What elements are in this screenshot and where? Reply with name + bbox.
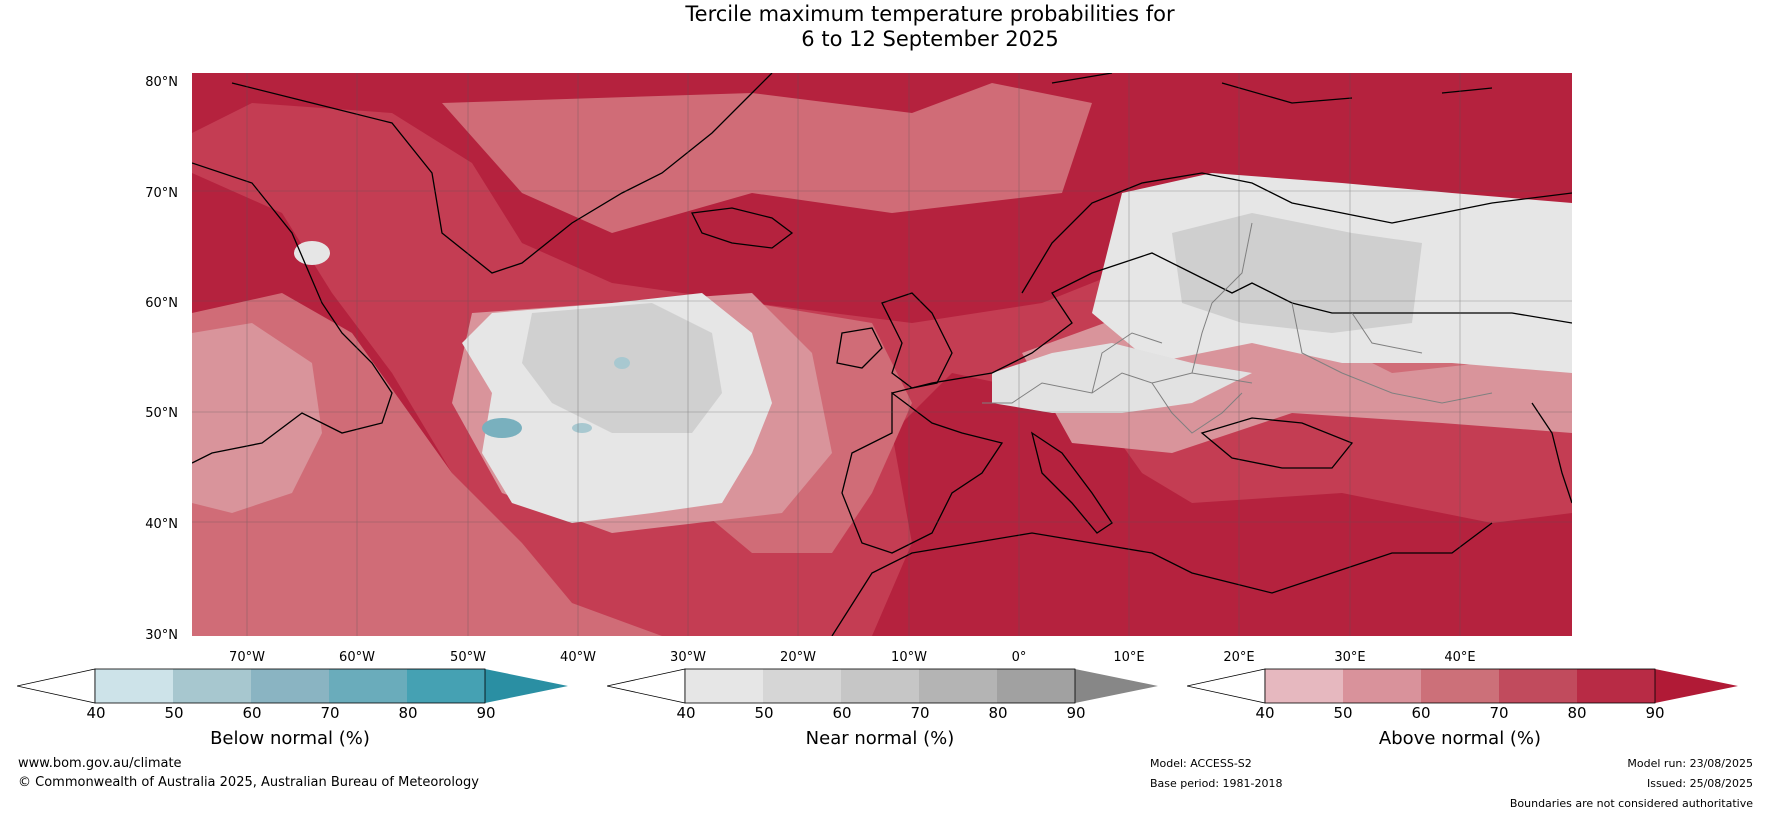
below-tick-50: 50 (164, 704, 184, 722)
above-tick-90: 90 (1645, 704, 1665, 722)
chart-title: Tercile maximum temperature probabilitie… (0, 2, 1770, 52)
colorbar-below-box-1 (95, 669, 173, 703)
colorbar-above-title: Above normal (%) (1378, 728, 1542, 749)
copyright-text: © Commonwealth of Australia 2025, Austra… (18, 775, 479, 790)
below-tick-80: 80 (398, 704, 418, 722)
colorbar-below-box-2 (173, 669, 251, 703)
lon-label-20w: 20°W (780, 650, 816, 665)
above-tick-60: 60 (1411, 704, 1431, 722)
near-tick-80: 80 (988, 704, 1008, 722)
colorbar-below-box-5 (407, 669, 485, 703)
colorbar-above-box-5 (1577, 669, 1655, 703)
lon-label-30w: 30°W (670, 650, 706, 665)
near-tick-60: 60 (832, 704, 852, 722)
lon-label-60w: 60°W (339, 650, 375, 665)
model-run-date: Model run: 23/08/2025 (1627, 757, 1753, 770)
base-period: Base period: 1981-2018 (1150, 777, 1283, 790)
zone-near-spot-baffin (294, 241, 330, 265)
near-tick-50: 50 (754, 704, 774, 722)
colorbar-below-title: Below normal (%) (210, 728, 370, 749)
colorbar-near-box-2 (763, 669, 841, 703)
lat-label-30n: 30°N (145, 628, 178, 643)
colorbar-above-box-3 (1421, 669, 1499, 703)
lon-label-40e: 40°E (1444, 650, 1476, 665)
colorbar-near-box-5 (997, 669, 1075, 703)
lon-label-30e: 30°E (1334, 650, 1366, 665)
colorbar-above-box-4 (1499, 669, 1577, 703)
colorbar-near-svg (607, 668, 1158, 704)
colorbar-near-high-arrow (1075, 669, 1158, 703)
zone-near-60-europe (1172, 213, 1422, 333)
colorbar-above-svg (1187, 668, 1738, 704)
lat-label-70n: 70°N (145, 186, 178, 201)
below-tick-40: 40 (86, 704, 106, 722)
lat-label-40n: 40°N (145, 517, 178, 532)
colorbar-below-box-4 (329, 669, 407, 703)
below-tick-60: 60 (242, 704, 262, 722)
website-link[interactable]: www.bom.gov.au/climate (18, 756, 182, 771)
lon-label-0: 0° (1011, 650, 1027, 665)
zone-below-spot-1 (482, 418, 522, 438)
title-line-1: Tercile maximum temperature probabilitie… (685, 2, 1175, 26)
colorbar-near-box-1 (685, 669, 763, 703)
boundaries-disclaimer: Boundaries are not considered authoritat… (1509, 797, 1753, 810)
near-tick-40: 40 (676, 704, 696, 722)
model-name: Model: ACCESS-S2 (1150, 757, 1252, 770)
colorbar-above-box-1 (1265, 669, 1343, 703)
above-tick-50: 50 (1333, 704, 1353, 722)
colorbar-near-low-arrow (607, 668, 686, 704)
lon-label-20e: 20°E (1223, 650, 1255, 665)
colorbar-below-box-3 (251, 669, 329, 703)
near-tick-70: 70 (910, 704, 930, 722)
zone-below-spot-2 (614, 357, 630, 369)
lat-label-60n: 60°N (145, 296, 178, 311)
lon-label-10e: 10°E (1113, 650, 1145, 665)
near-tick-90: 90 (1066, 704, 1086, 722)
colorbar-below-high-arrow (485, 669, 568, 703)
colorbar-below-low-arrow (17, 668, 96, 704)
colorbar-near-box-3 (841, 669, 919, 703)
colorbar-above-box-2 (1343, 669, 1421, 703)
colorbar-above-low-arrow (1187, 668, 1266, 704)
zone-above-70-centre (442, 83, 1092, 233)
title-line-2: 6 to 12 September 2025 (801, 27, 1059, 51)
map-svg (192, 73, 1572, 636)
zone-above-90-south (872, 373, 1572, 636)
zone-near-50-central-europe (992, 343, 1252, 413)
colorbar-near-box-4 (919, 669, 997, 703)
lon-label-10w: 10°W (891, 650, 927, 665)
above-tick-80: 80 (1567, 704, 1587, 722)
lon-label-40w: 40°W (560, 650, 596, 665)
probability-map (192, 73, 1572, 636)
colorbar-above-high-arrow (1655, 669, 1738, 703)
above-tick-40: 40 (1255, 704, 1275, 722)
below-tick-70: 70 (320, 704, 340, 722)
above-tick-70: 70 (1489, 704, 1509, 722)
colorbar-below-svg (17, 668, 568, 704)
zone-below-spot-3 (572, 423, 592, 433)
country-borders (982, 222, 1493, 434)
zone-above-60-west (192, 323, 322, 513)
coastlines (192, 73, 1572, 636)
below-tick-90: 90 (476, 704, 496, 722)
lon-label-70w: 70°W (229, 650, 265, 665)
lat-label-50n: 50°N (145, 406, 178, 421)
graticule (192, 73, 1572, 636)
colorbar-near-title: Near normal (%) (805, 728, 955, 749)
lat-label-80n: 80°N (145, 75, 178, 90)
lon-label-50w: 50°W (450, 650, 486, 665)
issued-date: Issued: 25/08/2025 (1646, 777, 1753, 790)
